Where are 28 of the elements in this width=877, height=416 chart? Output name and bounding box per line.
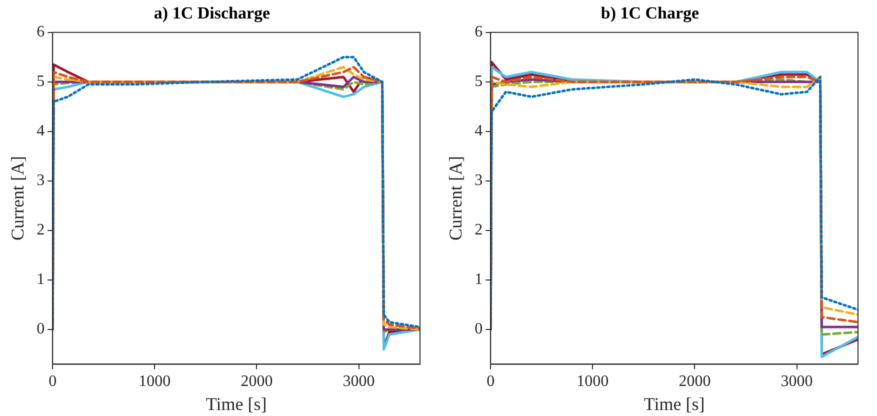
y-tick-label: 3 [36,172,45,190]
x-tick-label: 1000 [138,373,171,390]
x-axis-title: Time [s] [644,394,705,414]
y-tick-label: 3 [474,172,483,190]
x-tick-label: 3000 [342,373,375,390]
x-tick-label: 2000 [678,373,711,390]
x-tick-label: 0 [486,373,495,390]
x-tick-label: 0 [48,373,57,390]
x-tick-label: 2000 [240,373,273,390]
x-tick-label: 1000 [576,373,609,390]
chart-title: b) 1C Charge [600,4,700,23]
y-tick-label: 5 [36,73,45,90]
y-tick-label: 0 [36,320,45,338]
y-tick-label: 2 [474,222,483,239]
y-tick-label: 4 [474,122,483,140]
y-tick-label: 4 [36,122,45,140]
y-tick-label: 5 [474,73,483,90]
y-tick-label: 1 [36,271,45,288]
y-tick-label: 0 [474,320,483,338]
x-axis-title: Time [s] [206,394,267,414]
y-tick-label: 6 [36,24,45,41]
y-tick-label: 1 [474,271,483,288]
y-axis-title: Current [A] [446,156,466,241]
y-tick-label: 2 [36,222,45,239]
y-tick-label: 6 [474,24,483,41]
chart-title: a) 1C Discharge [154,4,271,23]
y-axis-title: Current [A] [8,156,28,241]
x-tick-label: 3000 [780,373,813,390]
